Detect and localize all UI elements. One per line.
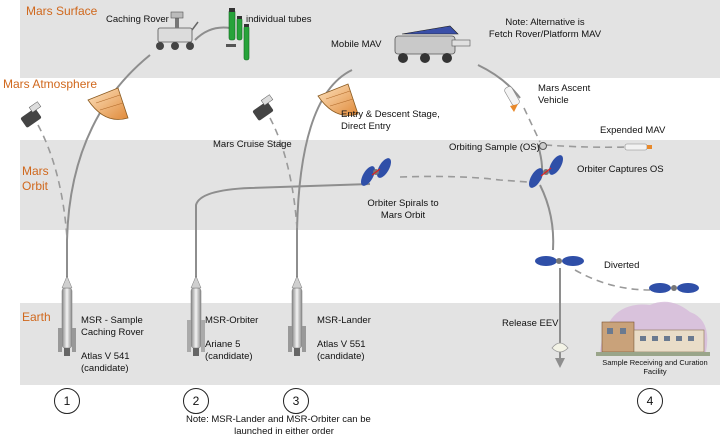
orbiter-icon-spiral	[361, 158, 391, 186]
order-note-line1: Note: MSR-Lander and MSR-Orbiter can be	[186, 414, 371, 425]
trajectory-rover-surface	[194, 26, 231, 41]
aeroshell-icon-3	[317, 83, 359, 116]
launch-2-vehicle: Ariane 5	[205, 339, 241, 350]
launch-3-status: (candidate)	[317, 351, 365, 362]
mars-surface-band	[20, 0, 720, 78]
trajectory-diverted-dashed	[574, 269, 651, 291]
ascent-vehicle-icon	[504, 86, 520, 112]
orbiter-icon-return	[535, 256, 584, 266]
zone-label-orbit-line1: Mars	[22, 164, 49, 178]
label-release-eev: Release EEV	[502, 318, 559, 329]
trajectory-spiral-dashed	[399, 175, 529, 183]
orbiter-icon-capture	[529, 155, 563, 188]
trajectory-mav-surface	[477, 64, 521, 99]
trajectory-lander-1	[66, 54, 151, 288]
label-mars-ascent-1: Mars Ascent	[538, 83, 591, 94]
step-2-badge: 2	[183, 388, 209, 414]
orbiter-icon-diverted	[649, 283, 699, 293]
zone-label-atmosphere: Mars Atmosphere	[3, 77, 98, 91]
sample-tube-icon	[226, 8, 250, 61]
launch-2-status: (candidate)	[205, 351, 253, 362]
rocket-icon-3	[288, 275, 306, 356]
rocket-icon-2	[187, 275, 205, 356]
launch-1-name-line1: MSR - Sample	[81, 315, 143, 326]
step-4-badge: 4	[637, 388, 663, 414]
trajectory-cruise-dashed-1	[37, 124, 68, 239]
trajectory-lander-3	[296, 69, 353, 288]
label-facility-2: Facility	[643, 367, 667, 376]
aeroshell-icon-1	[87, 87, 129, 120]
trajectory-expended-dashed	[544, 144, 626, 149]
label-orbiter-captures: Orbiter Captures OS	[577, 164, 664, 175]
trajectory-cruise-dashed-3	[269, 117, 298, 229]
label-entry-descent-2: Direct Entry	[341, 121, 391, 132]
rover-icon	[156, 11, 199, 50]
launch-1-status: (candidate)	[81, 363, 129, 374]
trajectory-mav-ascent-dashed	[523, 107, 541, 143]
label-mars-cruise-stage: Mars Cruise Stage	[213, 139, 292, 150]
launch-1-vehicle: Atlas V 541	[81, 351, 130, 362]
rocket-icon-1	[58, 275, 76, 356]
step-3-badge: 3	[283, 388, 309, 414]
launch-3-name: MSR-Lander	[317, 315, 371, 326]
label-mobile-mav: Mobile MAV	[331, 39, 382, 50]
label-expended-mav: Expended MAV	[600, 125, 666, 136]
cruise-stage-icon-3	[252, 94, 274, 121]
label-orbiting-sample: Orbiting Sample (OS)	[449, 142, 540, 153]
cruise-stage-icon-1	[20, 101, 42, 128]
zone-label-earth: Earth	[22, 310, 51, 324]
trajectory-orbiter-2	[195, 183, 371, 288]
label-orbiter-spirals-2: Mars Orbit	[380, 210, 426, 221]
label-note-alternative-1: Note: Alternative is	[505, 17, 585, 28]
entry-vehicle-icon	[551, 342, 569, 353]
zone-label-surface: Mars Surface	[26, 4, 98, 18]
label-facility-1: Sample Receiving and Curation	[602, 358, 708, 367]
sample-capsule-icon	[539, 142, 547, 150]
label-entry-descent-1: Entry & Descent Stage,	[341, 109, 440, 120]
arrowhead-eev	[555, 358, 565, 368]
zone-label-orbit-line2: Orbit	[22, 179, 49, 193]
launch-3-vehicle: Atlas V 551	[317, 339, 366, 350]
step-1-badge: 1	[54, 388, 80, 414]
label-individual-tubes: individual tubes	[246, 14, 312, 25]
label-mars-ascent-2: Vehicle	[538, 95, 569, 106]
expended-mav-icon	[624, 143, 652, 151]
mav-rover-icon	[394, 25, 471, 63]
label-orbiter-spirals-1: Orbiter Spirals to	[367, 198, 439, 209]
trajectory-orbiter-return	[539, 184, 555, 251]
label-caching-rover: Caching Rover	[106, 14, 169, 25]
launch-1-name-line2: Caching Rover	[81, 327, 144, 338]
order-note-line2: launched in either order	[234, 426, 334, 437]
facility-icon	[596, 301, 710, 356]
launch-2-name: MSR-Orbiter	[205, 315, 259, 326]
label-note-alternative-2: Fetch Rover/Platform MAV	[488, 29, 602, 40]
label-diverted: Diverted	[604, 260, 640, 271]
